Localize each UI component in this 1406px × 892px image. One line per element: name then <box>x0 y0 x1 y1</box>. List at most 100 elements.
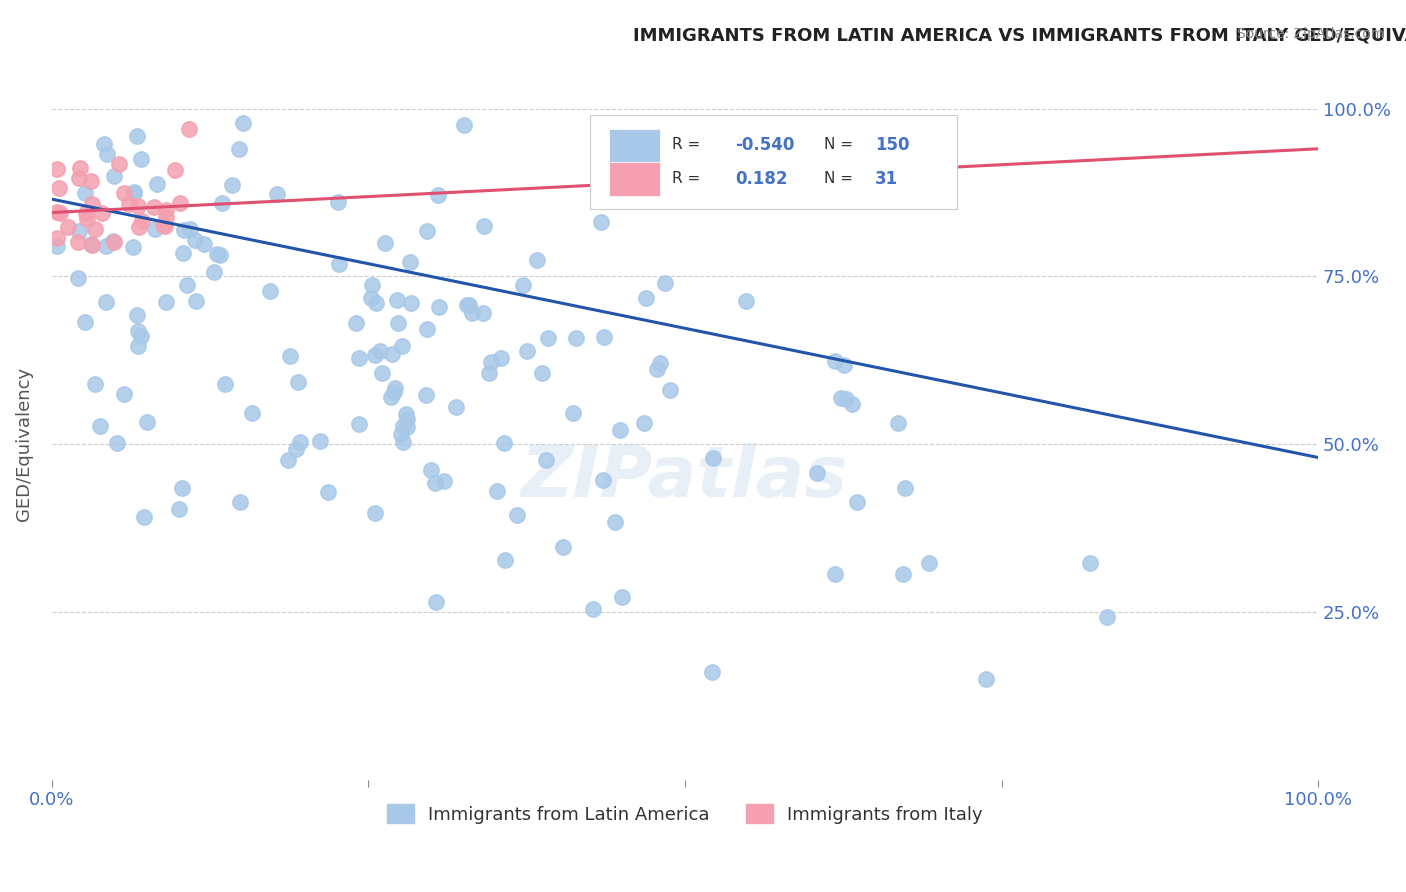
Point <box>46 205 69 219</box>
Point <box>832 359 855 373</box>
Point <box>645 361 668 376</box>
Point <box>478 366 501 380</box>
Point <box>553 541 575 555</box>
Point <box>360 278 382 293</box>
Point <box>841 397 863 411</box>
Point <box>155 203 177 218</box>
Point <box>384 381 406 395</box>
Point <box>316 484 339 499</box>
Point <box>917 556 939 570</box>
Point <box>806 466 828 480</box>
Point <box>89 419 111 434</box>
Point <box>835 392 858 407</box>
Legend: Immigrants from Latin America, Immigrants from Italy: Immigrants from Latin America, Immigrant… <box>380 797 990 831</box>
Point <box>229 495 252 509</box>
Point <box>347 351 370 365</box>
Point <box>423 476 446 491</box>
Point <box>221 178 243 192</box>
Point <box>124 186 146 201</box>
Point <box>122 240 145 254</box>
Point <box>155 219 177 233</box>
FancyBboxPatch shape <box>591 115 957 210</box>
Point <box>650 355 672 369</box>
Point <box>66 235 89 249</box>
Text: N =: N = <box>824 137 853 153</box>
Text: 31: 31 <box>875 170 898 188</box>
Point <box>347 417 370 432</box>
Point <box>122 185 145 199</box>
Point <box>83 222 105 236</box>
Point <box>278 349 301 363</box>
Point <box>471 306 494 320</box>
Point <box>46 238 69 252</box>
Point <box>460 305 482 319</box>
Point <box>145 222 167 236</box>
Point <box>636 292 658 306</box>
Point <box>172 481 194 495</box>
Point <box>419 463 441 477</box>
Point <box>259 284 281 298</box>
Point <box>48 206 70 220</box>
Point <box>489 351 512 366</box>
Point <box>67 271 90 285</box>
Point <box>103 169 125 183</box>
Point <box>582 601 605 615</box>
Point <box>127 324 149 338</box>
Point <box>344 317 367 331</box>
Point <box>396 411 419 425</box>
Point <box>46 161 69 176</box>
Point <box>143 200 166 214</box>
Point <box>363 506 385 520</box>
Point <box>131 213 153 227</box>
Point <box>395 420 418 434</box>
Point <box>80 196 103 211</box>
Point <box>444 400 467 414</box>
Point <box>401 296 423 310</box>
Point <box>146 178 169 192</box>
Point <box>184 294 207 309</box>
Text: R =: R = <box>672 171 710 186</box>
Point <box>479 355 502 369</box>
Point <box>589 215 612 229</box>
Point <box>228 142 250 156</box>
Point <box>374 236 396 251</box>
Text: 150: 150 <box>875 136 910 153</box>
Point <box>391 434 413 449</box>
Point <box>176 278 198 293</box>
Point <box>659 383 682 397</box>
Y-axis label: GED/Equivalency: GED/Equivalency <box>15 367 32 521</box>
Point <box>167 501 190 516</box>
Point <box>824 566 846 581</box>
Point <box>112 386 135 401</box>
Point <box>425 595 447 609</box>
FancyBboxPatch shape <box>609 162 659 195</box>
Point <box>562 405 585 419</box>
Point <box>277 452 299 467</box>
Point <box>127 339 149 353</box>
Point <box>364 348 387 362</box>
Point <box>360 291 382 305</box>
Point <box>534 453 557 467</box>
Point <box>368 343 391 358</box>
Text: IMMIGRANTS FROM LATIN AMERICA VS IMMIGRANTS FROM ITALY GED/EQUIVALENCY CORRELATI: IMMIGRANTS FROM LATIN AMERICA VS IMMIGRA… <box>633 27 1406 45</box>
Point <box>485 484 508 499</box>
Point <box>370 366 392 380</box>
Point <box>382 384 405 399</box>
Point <box>530 366 553 380</box>
Point <box>75 186 97 201</box>
Point <box>328 195 350 210</box>
Point <box>593 330 616 344</box>
Point <box>240 406 263 420</box>
Point <box>385 293 408 307</box>
Point <box>155 211 177 225</box>
Point <box>128 220 150 235</box>
Point <box>172 245 194 260</box>
Point <box>155 294 177 309</box>
Point <box>91 205 114 219</box>
Point <box>472 219 495 234</box>
Text: N =: N = <box>824 171 853 186</box>
Point <box>127 199 149 213</box>
Point <box>134 509 156 524</box>
Point <box>381 347 404 361</box>
Point <box>633 416 655 430</box>
